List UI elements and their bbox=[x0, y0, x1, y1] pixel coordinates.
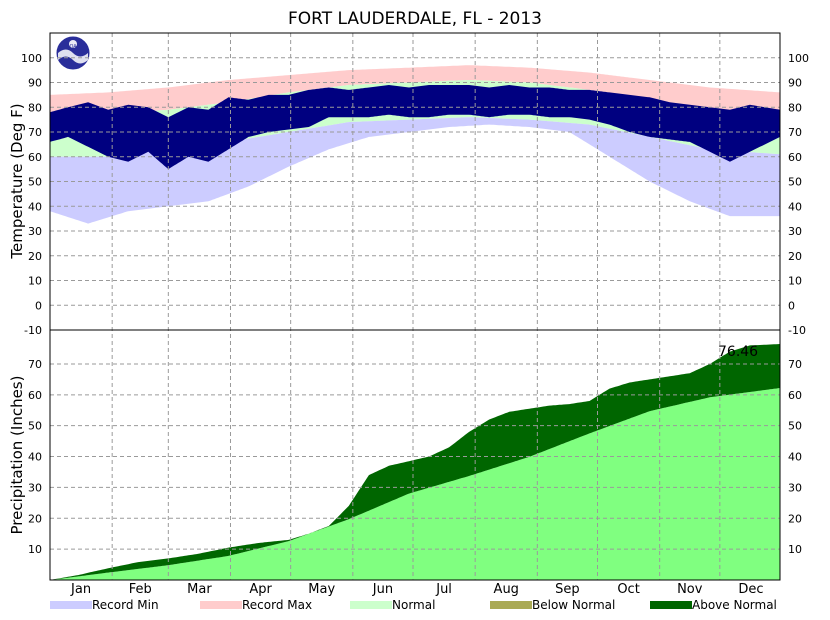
temp-tick-left: 70 bbox=[28, 126, 42, 139]
precipitation-total-label: 76.46 bbox=[718, 344, 758, 360]
temp-tick-left: 50 bbox=[28, 176, 42, 189]
temperature-panel bbox=[50, 65, 780, 224]
month-axis: Jan Feb Mar Apr May Jun Jul Aug Sep Oct Nov Dec bbox=[70, 582, 763, 597]
legend-label: Normal bbox=[392, 598, 435, 612]
legend-swatch bbox=[650, 601, 692, 609]
precip-tick-right: 30 bbox=[788, 481, 802, 494]
temp-tick-right: 20 bbox=[788, 250, 802, 263]
legend-swatch bbox=[490, 601, 532, 609]
legend: Record Min Record Max Normal Below Normal Ab… bbox=[50, 598, 777, 612]
temp-tick-left: 10 bbox=[28, 275, 42, 288]
temp-tick-left: 60 bbox=[28, 151, 42, 164]
precipitation-frame bbox=[49, 329, 781, 581]
legend-swatch bbox=[50, 601, 92, 609]
temp-tick-right: 60 bbox=[788, 151, 802, 164]
month-label: Aug bbox=[494, 582, 519, 597]
legend-swatch bbox=[350, 601, 392, 609]
precip-tick-right: 20 bbox=[788, 512, 802, 525]
legend-label: Above Normal bbox=[692, 598, 777, 612]
legend-label: Below Normal bbox=[532, 598, 615, 612]
month-label: May bbox=[308, 582, 335, 597]
precip-tick-left: 70 bbox=[28, 358, 42, 371]
temp-tick-right: 100 bbox=[788, 52, 809, 65]
temp-tick-right: 50 bbox=[788, 176, 802, 189]
above-normal-area bbox=[50, 344, 780, 580]
temp-tick-right: 70 bbox=[788, 126, 802, 139]
precip-tick-right: 10 bbox=[788, 543, 802, 556]
legend-label: Record Max bbox=[242, 598, 312, 612]
temp-tick-right: -10 bbox=[788, 324, 806, 337]
temp-tick-left: 90 bbox=[28, 77, 42, 90]
precipitation-axis-label: Precipitation (Inches) bbox=[8, 376, 26, 535]
legend-swatch bbox=[200, 601, 242, 609]
month-label: Feb bbox=[129, 582, 152, 597]
temp-tick-left: 20 bbox=[28, 250, 42, 263]
month-label: Sep bbox=[555, 582, 580, 597]
precip-tick-right: 60 bbox=[788, 389, 802, 402]
temp-tick-right: 0 bbox=[788, 299, 795, 312]
temp-tick-right: 30 bbox=[788, 225, 802, 238]
precip-tick-left: 30 bbox=[28, 481, 42, 494]
precip-tick-right: 70 bbox=[788, 358, 802, 371]
precip-tick-left: 40 bbox=[28, 451, 42, 464]
month-label: Apr bbox=[249, 582, 272, 597]
legend-label: Record Min bbox=[92, 598, 159, 612]
temp-tick-left: 0 bbox=[35, 299, 42, 312]
month-label: Jun bbox=[372, 582, 393, 597]
precipitation-panel bbox=[50, 344, 780, 580]
month-label: Oct bbox=[617, 582, 639, 597]
temp-tick-right: 10 bbox=[788, 275, 802, 288]
precip-tick-right: 50 bbox=[788, 420, 802, 433]
month-label: Nov bbox=[677, 582, 703, 597]
temp-tick-left: 30 bbox=[28, 225, 42, 238]
month-label: Dec bbox=[738, 582, 763, 597]
chart-title: FORT LAUDERDALE, FL - 2013 bbox=[288, 9, 542, 29]
temp-tick-left: 40 bbox=[28, 200, 42, 213]
temp-tick-right: 90 bbox=[788, 77, 802, 90]
gridlines bbox=[50, 33, 780, 580]
month-label: Jan bbox=[70, 582, 91, 597]
temp-tick-left: 100 bbox=[21, 52, 42, 65]
precip-tick-left: 20 bbox=[28, 512, 42, 525]
temp-tick-right: 80 bbox=[788, 101, 802, 114]
temp-tick-left: 80 bbox=[28, 101, 42, 114]
precip-tick-right: 40 bbox=[788, 451, 802, 464]
noaa-logo: NOAA bbox=[55, 35, 91, 71]
temp-tick-left: -10 bbox=[24, 324, 42, 337]
svg-text:NOAA: NOAA bbox=[66, 44, 81, 50]
precip-tick-left: 10 bbox=[28, 543, 42, 556]
temp-tick-right: 40 bbox=[788, 200, 802, 213]
month-label: Jul bbox=[435, 582, 452, 597]
precip-tick-left: 50 bbox=[28, 420, 42, 433]
month-label: Mar bbox=[187, 582, 212, 597]
precip-tick-left: 60 bbox=[28, 389, 42, 402]
temperature-axis-label: Temperature (Deg F) bbox=[8, 103, 26, 259]
